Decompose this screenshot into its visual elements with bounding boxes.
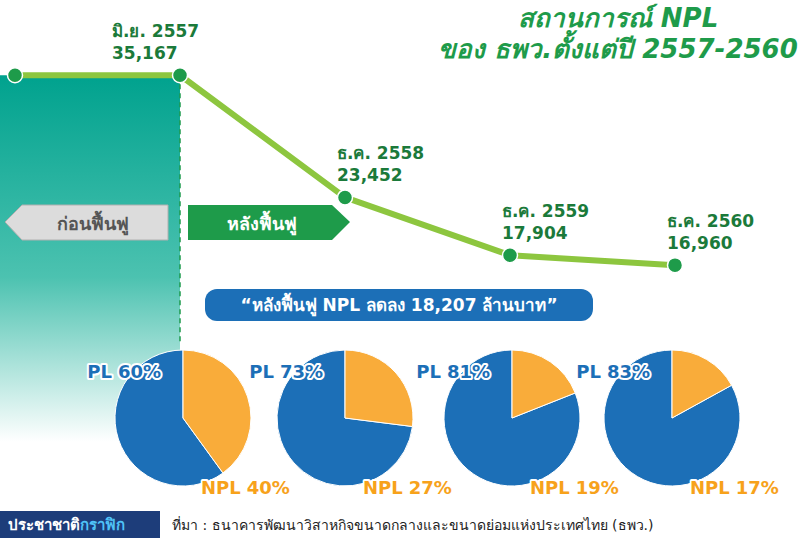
pie-label-value: 19%: [576, 477, 619, 498]
pie-label-category: NPL: [690, 477, 730, 498]
pie-label-value: 73%: [280, 361, 323, 382]
pie-label-category: NPL: [530, 477, 570, 498]
pie-label-category: PL: [249, 361, 274, 382]
pie-slice: [444, 350, 580, 486]
pie-slice: [345, 350, 413, 427]
pie-label-value: 17%: [736, 477, 779, 498]
pie-label-value: 27%: [409, 477, 452, 498]
pie-slice: [604, 350, 740, 486]
pie-label-value: 83%: [607, 361, 650, 382]
category-label: ธ.ค. 2559: [502, 201, 589, 221]
pie-label-category: NPL: [201, 477, 241, 498]
pie-label: PL 83%: [576, 361, 650, 382]
arrow-before: [5, 205, 168, 240]
value-label: 16,960: [667, 233, 733, 253]
value-label: 35,167: [112, 43, 178, 63]
value-label: 17,904: [502, 223, 568, 243]
pie-label-value: 81%: [447, 361, 490, 382]
annotation-before: ก่อนฟื้นฟู: [57, 210, 129, 236]
category-label: มิ.ย. 2557: [112, 21, 199, 41]
source: ที่มา : ธนาคารพัฒนาวิสาหกิจขนาดกลางและขน…: [172, 516, 653, 533]
pie-slice: [183, 350, 251, 473]
credit-box: [0, 511, 160, 538]
pie-label: NPL 17%: [690, 477, 779, 498]
pie-label-category: NPL: [363, 477, 403, 498]
pie-label: NPL 19%: [530, 477, 619, 498]
pie-label-category: PL: [416, 361, 441, 382]
pie-slice: [277, 350, 412, 486]
chart: มิ.ย. 255735,167 ธ.ค. 255823,452 ธ.ค. 2559…: [0, 0, 800, 538]
pie: [604, 350, 740, 486]
marker: [503, 248, 518, 263]
subtitle: ของ ธพว.ตั้งแต่ปี 2557-2560: [438, 29, 798, 64]
pie-label: NPL 27%: [363, 477, 452, 498]
callout: “หลังฟื้นฟู NPL ลดลง 18,207 ล้านบาท”: [240, 292, 557, 317]
callout-box: [205, 289, 593, 321]
pie-label-category: PL: [576, 361, 601, 382]
pie-label-value: 40%: [247, 477, 290, 498]
arrow-after: [188, 205, 350, 240]
pie-label: PL 73%: [249, 361, 323, 382]
pie-label: PL 60%: [87, 361, 161, 382]
value-label: 23,452: [337, 165, 403, 185]
pie-label: NPL 40%: [201, 477, 290, 498]
pie-label: PL 81%: [416, 361, 490, 382]
pie-label-value: 60%: [118, 361, 161, 382]
credit-part: กราฟิก: [80, 516, 125, 534]
pie-slice: [672, 350, 732, 418]
pie: [115, 350, 251, 486]
credit: ประชาชาติกราฟิก: [8, 516, 125, 534]
title: สถานการณ์ NPL: [518, 3, 718, 33]
separator: [179, 75, 181, 345]
pie-slice: [512, 350, 575, 418]
category-label: ธ.ค. 2558: [337, 143, 424, 163]
category-label: ธ.ค. 2560: [667, 211, 754, 231]
pie: [277, 350, 413, 486]
credit-part: ประชาชาติ: [8, 516, 80, 534]
marker: [8, 68, 23, 83]
marker: [668, 258, 683, 273]
annotation-after: หลังฟื้นฟู: [227, 210, 297, 236]
pie-label-category: PL: [87, 361, 112, 382]
marker: [338, 190, 353, 205]
pie: [444, 350, 580, 486]
